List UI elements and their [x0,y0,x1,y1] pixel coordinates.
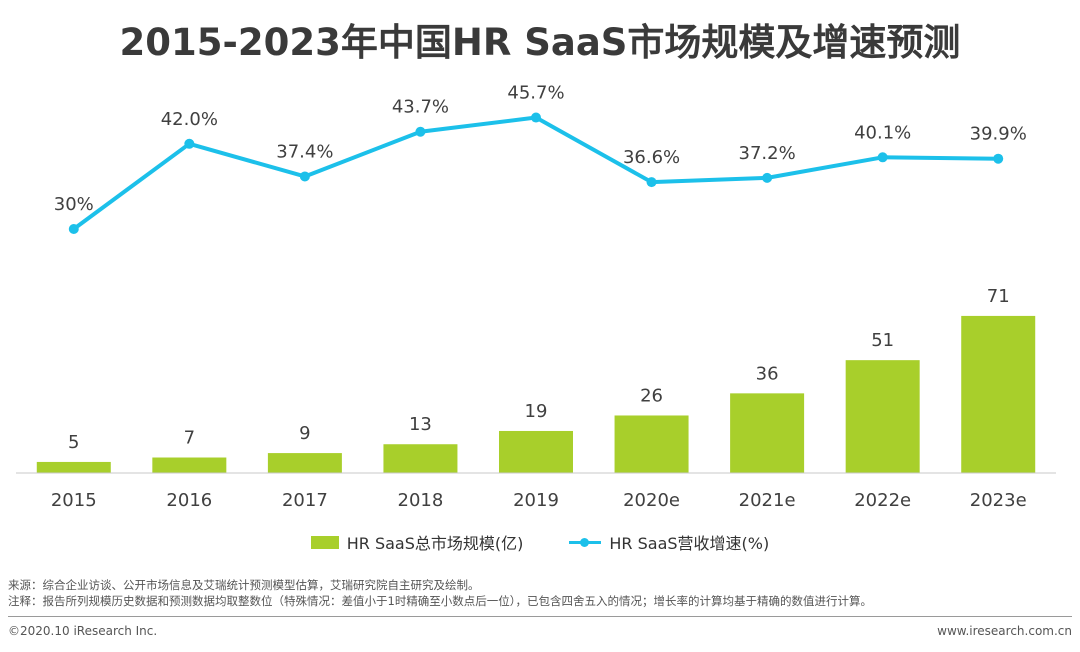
bar-label-2023e: 71 [987,286,1010,307]
bar-2018 [383,444,458,473]
notes: 来源：综合企业访谈、公开市场信息及艾瑞统计预测模型估算，艾瑞研究院自主研究及绘制… [8,577,872,609]
legend-line-swatch [569,536,602,549]
copyright: ©2020.10 iResearch Inc. [8,624,158,638]
x-tick-2017: 2017 [282,490,328,511]
x-tick-2016: 2016 [166,490,212,511]
bar-2019 [499,430,573,473]
bar-label-2019: 19 [525,401,548,422]
remark-note: 注释：报告所列规模历史数据和预测数据均取整数位（特殊情况：差值小于1时精确至小数… [8,594,873,608]
bar-2016 [152,457,227,473]
x-tick-2018: 2018 [398,490,444,511]
x-tick-2023e: 2023e [970,490,1027,511]
bar-2021e [730,393,805,473]
chart-title: 2015-2023年中国HR SaaS市场规模及增速预测 [119,21,961,64]
line-label-2020e: 36.6% [623,147,680,168]
line-label-2018: 43.7% [392,97,449,118]
chart-area: 5 7 9 13 19 26 36 51 71 30% 42.0% 37.4% 43.7% 45.7% 36… [16,83,1056,511]
x-axis-ticks: 2015 2016 2017 2018 2019 2020e 2021e 2022e 2023e [51,490,1027,511]
website-link[interactable]: www.iresearch.com.cn [937,624,1072,638]
line-label-2022e: 40.1% [854,122,911,143]
x-tick-2022e: 2022e [854,490,911,511]
legend-item-bar: HR SaaS总市场规模(亿) [310,530,524,554]
line-point-2021e [762,172,773,183]
line-point-2022e [877,152,888,163]
line-label-2017: 37.4% [276,141,333,162]
legend-item-line: HR SaaS营收增速(%) [569,530,769,554]
bar-2015 [36,461,111,473]
data-labels: 5 7 9 13 19 26 36 51 71 30% 42.0% 37.4% 43.7% 45.7% 36… [54,83,1027,453]
legend: HR SaaS总市场规模(亿) HR SaaS营收增速(%) [0,530,1080,554]
line-point-2016 [184,138,195,149]
bar-2022e [845,360,920,473]
bar-label-2020e: 26 [640,385,663,406]
bar-2023e [961,315,1036,473]
x-tick-2020e: 2020e [623,490,680,511]
line-point-2023e [993,153,1004,164]
bar-label-2022e: 51 [871,330,894,351]
line-point-2015 [68,224,79,234]
line-label-2019: 45.7% [507,83,564,104]
x-tick-2019: 2019 [513,490,559,511]
bar-label-2021e: 36 [756,363,779,384]
line-point-2017 [299,171,310,182]
line-label-2016: 42.0% [161,109,218,130]
bar-label-2017: 9 [299,423,310,444]
bar-series [36,315,1036,473]
bar-label-2018: 13 [409,414,432,435]
legend-bar-swatch [310,535,339,549]
line-series [68,112,1004,234]
bar-2017 [267,453,342,473]
x-tick-2015: 2015 [51,490,97,511]
line-point-2019 [531,112,541,123]
legend-line-label: HR SaaS营收增速(%) [609,534,770,553]
footer-divider [8,616,1072,617]
legend-bar-label: HR SaaS总市场规模(亿) [346,534,524,553]
bar-label-2015: 5 [68,432,79,453]
line-label-2023e: 39.9% [970,124,1027,145]
line-point-2020e [646,177,657,188]
line-label-2021e: 37.2% [739,143,796,164]
source-note: 来源：综合企业访谈、公开市场信息及艾瑞统计预测模型估算，艾瑞研究院自主研究及绘制… [8,578,480,592]
bar-label-2016: 7 [184,428,195,449]
line-point-2018 [415,126,426,137]
x-tick-2021e: 2021e [739,490,796,511]
line-label-2015: 30% [54,194,94,215]
bar-2020e [614,415,689,473]
